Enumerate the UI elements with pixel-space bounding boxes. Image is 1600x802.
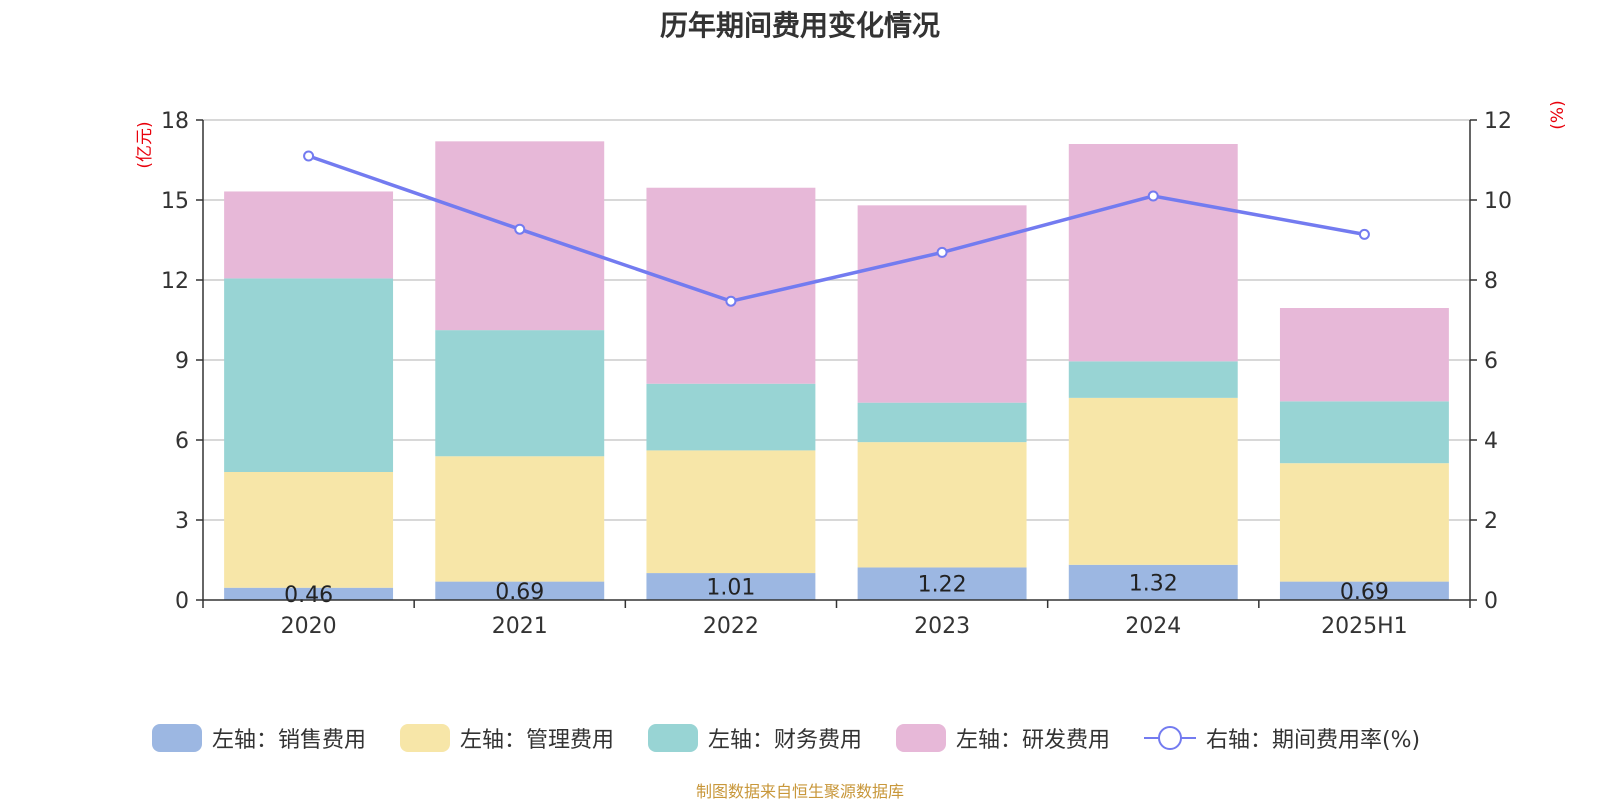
bar-segment-sales: [224, 587, 394, 600]
legend-item-admin[interactable]: 左轴：管理费用: [400, 718, 614, 758]
bar-segment-admin: [435, 456, 605, 582]
legend-label-sales: 左轴：销售费用: [212, 728, 367, 753]
legend: 左轴：销售费用 左轴：管理费用 左轴：财务费用 左轴：研发费用 右轴：期间费用率…: [0, 718, 1600, 758]
rate-line-path: [308, 154, 1365, 304]
bar-data-label: 1.01: [706, 576, 755, 601]
bar-data-label: 1.22: [918, 573, 967, 598]
legend-label-rd: 左轴：研发费用: [956, 728, 1111, 753]
bar-segment-sales: [435, 581, 605, 600]
right-axis-tick-label: 2: [1484, 509, 1498, 534]
right-axis-tick-label: 10: [1484, 189, 1512, 214]
bar-segment-finance: [224, 278, 394, 472]
bar-segment-sales: [646, 573, 816, 600]
data-source-note: 制图数据来自恒生聚源数据库: [695, 782, 904, 801]
bar-data-label: 0.69: [1340, 580, 1389, 605]
bar-segment-admin: [224, 472, 394, 588]
bar-segment-rd: [1279, 308, 1449, 402]
legend-marker-rate: [1144, 724, 1196, 752]
stacked-bar-line-chart: 0.46 0.69 1.01 1.22 1.32 0.69 0 3 6 9 12 15 18 0 2 4 6 8…: [135, 100, 1568, 639]
legend-swatch-rd: [896, 724, 946, 752]
legend-label-finance: 左轴：财务费用: [708, 728, 863, 753]
legend-item-rate[interactable]: 右轴：期间费用率(%): [1144, 718, 1420, 758]
bar-segment-finance: [1279, 401, 1449, 464]
bar-segment-sales: [857, 567, 1027, 600]
rate-line-point: [1147, 190, 1159, 202]
bar-segment-finance: [646, 383, 816, 451]
right-axis-unit-label: (%): [1548, 100, 1568, 129]
left-axis-unit-label: (亿元): [135, 121, 155, 168]
left-axis-tick-label: 0: [175, 589, 189, 614]
bar-segment-rd: [224, 191, 394, 279]
chart-title: 历年期间费用变化情况: [659, 9, 940, 42]
bar-data-label: 0.46: [284, 583, 333, 608]
bars: [224, 141, 1449, 600]
rate-line-point: [303, 150, 315, 162]
bar-segment-admin: [1279, 463, 1449, 582]
x-axis-tick-label: 2023: [914, 614, 970, 639]
bar-data-label: 1.32: [1129, 571, 1178, 596]
legend-swatch-admin: [400, 724, 450, 752]
bar-segment-sales: [1279, 581, 1449, 600]
left-axis-tick-label: 3: [175, 509, 189, 534]
legend-item-finance[interactable]: 左轴：财务费用: [648, 718, 862, 758]
left-axis-tick-label: 6: [175, 429, 189, 454]
right-axis-tick-label: 6: [1484, 349, 1498, 374]
left-axis-tick-label: 12: [161, 269, 189, 294]
legend-item-sales[interactable]: 左轴：销售费用: [152, 718, 366, 758]
bar-segment-finance: [857, 402, 1027, 443]
x-axis-tick-label: 2020: [281, 614, 337, 639]
rate-line-point: [936, 246, 948, 258]
legend-swatch-finance: [648, 724, 698, 752]
left-axis-tick-label: 9: [175, 349, 189, 374]
x-axis-tick-label: 2024: [1125, 614, 1181, 639]
bar-data-labels: 0.46 0.69 1.01 1.22 1.32 0.69: [284, 571, 1389, 607]
bar-segment-sales: [1068, 564, 1238, 600]
grid-lines: [203, 119, 1470, 521]
right-axis-tick-label: 12: [1484, 109, 1512, 134]
legend-label-rate: 右轴：期间费用率(%): [1206, 728, 1421, 753]
right-axis-tick-label: 8: [1484, 269, 1498, 294]
bar-segment-admin: [1068, 397, 1238, 565]
bar-segment-rd: [435, 141, 605, 331]
axes: 0 3 6 9 12 15 18 0 2 4 6 8 10 12 (亿元) (%) 2020 2021 2022 20…: [135, 100, 1568, 639]
bar-segment-finance: [435, 330, 605, 457]
x-axis-tick-label: 2021: [492, 614, 548, 639]
left-axis-tick-label: 15: [161, 189, 189, 214]
bar-segment-admin: [857, 442, 1027, 568]
legend-item-rd[interactable]: 左轴：研发费用: [896, 718, 1110, 758]
right-axis-tick-label: 4: [1484, 429, 1498, 454]
bar-segment-admin: [646, 450, 816, 574]
bar-data-label: 0.69: [495, 580, 544, 605]
rate-line-point: [725, 295, 737, 307]
legend-label-admin: 左轴：管理费用: [460, 728, 615, 753]
bar-segment-rd: [646, 187, 816, 384]
rate-line-point: [514, 223, 526, 235]
x-axis-tick-label: 2022: [703, 614, 759, 639]
legend-swatch-sales: [152, 724, 202, 752]
bar-segment-rd: [1068, 144, 1238, 362]
x-axis-tick-label: 2025H1: [1321, 614, 1408, 639]
left-axis-tick-label: 18: [161, 109, 189, 134]
rate-line-point: [1358, 228, 1370, 240]
right-axis-tick-label: 0: [1484, 589, 1498, 614]
rate-line: [303, 150, 1370, 307]
bar-segment-finance: [1068, 361, 1238, 398]
